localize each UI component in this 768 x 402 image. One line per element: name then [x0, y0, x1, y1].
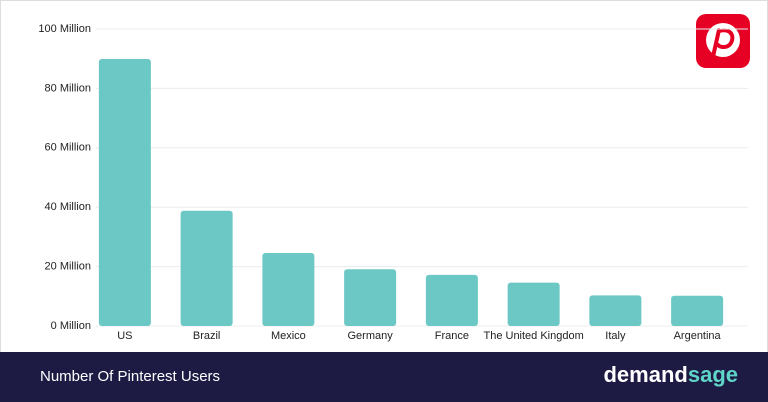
x-tick-label: France [435, 330, 469, 342]
x-tick-label: Argentina [674, 330, 722, 342]
brand-part: demand [603, 362, 687, 387]
bar [344, 269, 397, 326]
x-tick-label: Mexico [271, 330, 306, 342]
x-tick-label: Brazil [193, 330, 221, 342]
bar [589, 295, 642, 326]
x-tick-label: Italy [605, 330, 626, 342]
pinterest-logo [696, 14, 750, 68]
brand-part: sage [688, 362, 738, 387]
bar [262, 252, 315, 326]
bar [507, 282, 560, 326]
x-tick-label: Germany [348, 330, 394, 342]
x-tick-label: US [117, 330, 132, 342]
x-tick-label: The United Kingdom [483, 330, 583, 342]
y-tick-label: 100 Million [38, 23, 91, 35]
y-tick-label: 40 Million [45, 201, 91, 213]
y-tick-label: 0 Million [51, 320, 91, 332]
y-tick-label: 80 Million [45, 82, 91, 94]
y-tick-label: 60 Million [45, 142, 91, 154]
bar [425, 274, 478, 326]
y-tick-label: 20 Million [45, 261, 91, 273]
bar [98, 58, 151, 326]
bar [671, 295, 724, 326]
brand: demandsage [603, 362, 738, 387]
footer-band [0, 352, 768, 402]
bar [180, 210, 233, 326]
footer-caption: Number Of Pinterest Users [40, 368, 220, 385]
